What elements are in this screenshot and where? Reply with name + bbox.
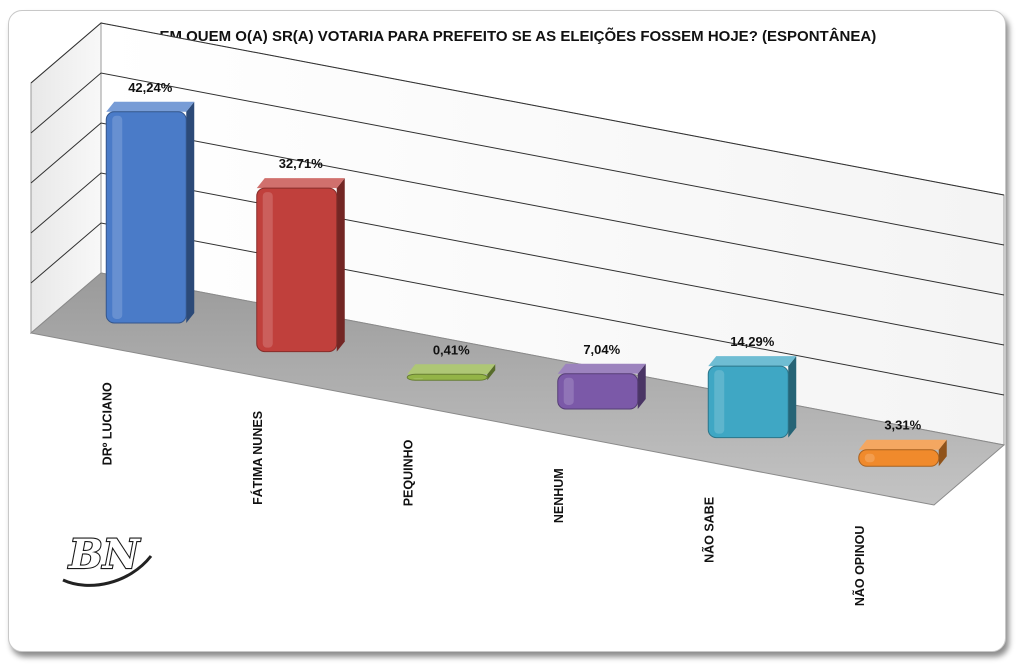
grid-line [30, 72, 1005, 246]
bar-side [186, 101, 195, 323]
bar-top [708, 356, 797, 367]
data-label: 32,71% [279, 156, 324, 171]
bar-front [105, 111, 187, 324]
grid-line [30, 22, 1005, 196]
bar-top [256, 178, 345, 189]
grid-lines [30, 22, 1005, 396]
bar [256, 178, 345, 353]
chart-card: 6 - EM QUEM O(A) SR(A) VOTARIA PARA PREF… [8, 10, 1006, 652]
bar-highlight [864, 453, 875, 463]
category-label: PEQUINHO [401, 439, 415, 506]
bar [557, 363, 646, 410]
bar-front [406, 373, 488, 381]
bar-side [938, 439, 947, 467]
bar-highlight [112, 115, 123, 319]
category-label: NÃO SABE [701, 497, 716, 563]
category-label: DRº LUCIANO [100, 382, 114, 465]
bar-front [256, 187, 338, 353]
bar-chart: 6 - EM QUEM O(A) SR(A) VOTARIA PARA PREF… [29, 21, 1005, 606]
bar [858, 439, 947, 467]
bar [406, 364, 496, 381]
grid-line [30, 122, 1005, 296]
bn-logo: BN [62, 530, 153, 587]
bar-front [707, 365, 789, 439]
bar [105, 101, 195, 324]
bar-side [788, 356, 797, 438]
bar-side [637, 363, 646, 409]
category-label: FÁTIMA NUNES [250, 411, 265, 505]
category-label: NÃO OPINOU [852, 526, 867, 607]
bar-top [858, 439, 947, 450]
bar-highlight [262, 192, 273, 348]
data-label: 42,24% [128, 80, 173, 95]
bar-highlight [563, 377, 574, 405]
bar [707, 356, 797, 439]
category-label: NENHUM [552, 468, 566, 523]
data-label: 14,29% [730, 334, 775, 349]
bar-front [858, 449, 940, 467]
bar-highlight [714, 370, 725, 434]
data-label: 7,04% [583, 342, 620, 357]
data-label: 0,41% [433, 342, 470, 357]
chart-title: 6 - EM QUEM O(A) SR(A) VOTARIA PARA PREF… [138, 27, 876, 45]
bar-top [407, 364, 496, 375]
category-labels-group: DRº LUCIANO FÁTIMA NUNES PEQUINHO NENHUM NÃO… [100, 382, 867, 606]
data-label: 3,31% [884, 418, 921, 433]
bar-front [557, 373, 639, 410]
bar-top [557, 363, 646, 374]
bar-side [336, 178, 345, 352]
logo-text: BN [68, 531, 141, 578]
data-labels-group: 42,24% 32,71% 0,41% 7,04% 14,29% 3,31% [128, 80, 921, 433]
bar-highlight [413, 378, 424, 380]
grid-line [30, 172, 1005, 346]
bar-side [487, 364, 496, 381]
grid-line [30, 222, 1005, 396]
bar-top [106, 101, 195, 112]
bars-group [105, 101, 947, 467]
